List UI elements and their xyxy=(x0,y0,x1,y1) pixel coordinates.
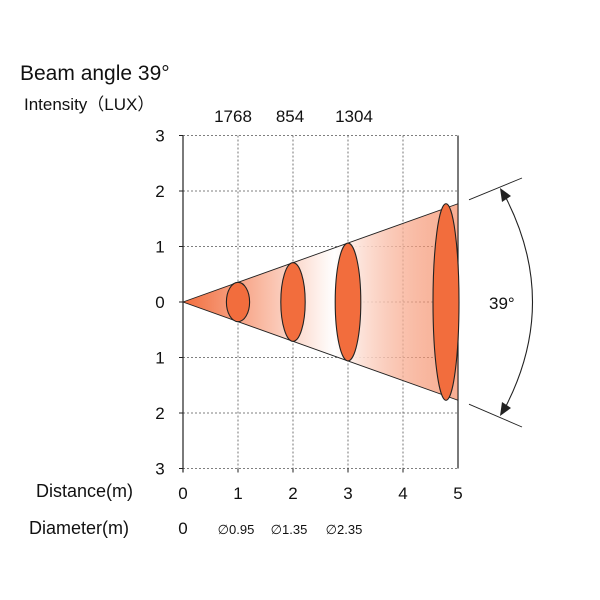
diameter-value: ∅1.35 xyxy=(271,522,308,537)
distance-label: Distance(m) xyxy=(36,481,133,501)
diameter-values: 0 ∅0.95 ∅1.35 ∅2.35 xyxy=(178,519,362,538)
angle-arrowhead xyxy=(500,402,511,416)
y-tick-label: 1 xyxy=(155,238,164,257)
y-tick-label: 0 xyxy=(155,293,164,312)
distance-tick-label: 1 xyxy=(233,484,242,503)
beam-spot-ellipse xyxy=(225,281,251,323)
lux-value: 1768 xyxy=(214,107,252,126)
y-tick-label: 1 xyxy=(155,349,164,368)
angle-arrowhead xyxy=(500,188,511,202)
y-tick-label: 2 xyxy=(155,404,164,423)
lux-value: 1304 xyxy=(335,107,373,126)
angle-extension-line xyxy=(468,403,523,428)
distance-tick-label: 0 xyxy=(178,484,187,503)
distance-tick-label: 2 xyxy=(288,484,297,503)
diameter-label: Diameter(m) xyxy=(29,518,129,538)
beam-cone xyxy=(181,203,459,401)
chart-title: Beam angle 39° xyxy=(20,62,170,85)
distance-ticks: 0 1 2 3 4 5 xyxy=(178,484,462,503)
intensity-label: Intensity（LUX） xyxy=(24,95,154,114)
beam-spot-ellipse xyxy=(334,242,362,362)
y-tick-label: 3 xyxy=(155,460,164,479)
diameter-value: ∅0.95 xyxy=(218,522,255,537)
lux-values: 1768 854 1304 xyxy=(214,107,373,126)
distance-tick-label: 3 xyxy=(343,484,352,503)
beam-spots xyxy=(225,203,460,401)
y-tick-label: 3 xyxy=(155,127,164,146)
beam-spot-ellipse xyxy=(280,262,306,342)
diameter-value: ∅2.35 xyxy=(326,522,363,537)
distance-tick-label: 4 xyxy=(398,484,407,503)
beam-angle-label: 39° xyxy=(489,294,515,313)
angle-arc xyxy=(504,195,534,409)
diameter-value: 0 xyxy=(178,519,187,538)
y-axis-ticks: 3 2 1 0 1 2 3 xyxy=(155,127,164,479)
beam-angle-marker xyxy=(468,177,534,428)
lux-value: 854 xyxy=(276,107,304,126)
angle-extension-line xyxy=(468,177,523,201)
y-tick-label: 2 xyxy=(155,182,164,201)
beam-spot-ellipse xyxy=(432,203,460,401)
distance-tick-label: 5 xyxy=(453,484,462,503)
